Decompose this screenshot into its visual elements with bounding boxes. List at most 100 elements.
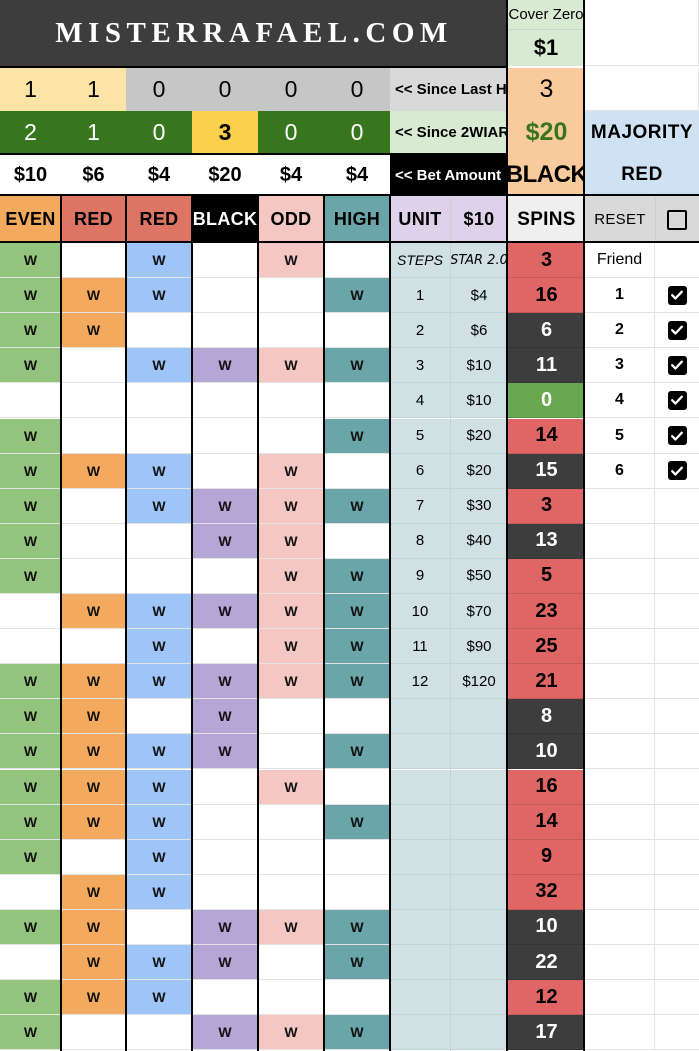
win-cell-red-2-row-5[interactable] [126, 418, 192, 454]
win-cell-black-row-14[interactable]: W [192, 734, 258, 770]
win-cell-odd-row-0[interactable]: W [258, 243, 324, 279]
bet-amount-cell-0[interactable]: $10 [0, 154, 61, 196]
win-cell-red-1-row-1[interactable]: W [61, 278, 126, 314]
win-cell-red-2-row-14[interactable]: W [126, 734, 192, 770]
win-cell-even-row-4[interactable] [0, 383, 61, 419]
win-cell-red-2-row-13[interactable] [126, 699, 192, 735]
win-cell-red-1-row-7[interactable] [61, 488, 126, 524]
win-cell-high-row-14[interactable]: W [324, 734, 390, 770]
win-cell-black-row-0[interactable] [192, 243, 258, 279]
friend-cell-row-22[interactable] [585, 1015, 655, 1051]
win-cell-high-row-0[interactable] [324, 243, 390, 279]
win-cell-red-2-row-22[interactable] [126, 1015, 192, 1051]
spin-result-row-14[interactable]: 10 [508, 734, 585, 770]
spin-result-row-1[interactable]: 16 [508, 278, 585, 314]
spin-result-row-7[interactable]: 3 [508, 488, 585, 524]
win-cell-black-row-1[interactable] [192, 278, 258, 314]
cover-zero-value[interactable]: $1 [508, 30, 585, 66]
spin-result-row-22[interactable]: 17 [508, 1015, 585, 1051]
win-cell-red-2-row-7[interactable]: W [126, 488, 192, 524]
win-cell-red-2-row-6[interactable]: W [126, 453, 192, 489]
win-cell-odd-row-3[interactable]: W [258, 348, 324, 384]
win-cell-odd-row-16[interactable] [258, 804, 324, 840]
column-header-red-2[interactable]: RED [126, 196, 192, 243]
spin-result-row-8[interactable]: 13 [508, 523, 585, 559]
spin-result-row-10[interactable]: 23 [508, 594, 585, 630]
spin-result-row-0[interactable]: 3 [508, 243, 585, 279]
win-cell-red-1-row-15[interactable]: W [61, 769, 126, 805]
win-cell-black-row-6[interactable] [192, 453, 258, 489]
win-cell-even-row-5[interactable]: W [0, 418, 61, 454]
bet-amount-cell-1[interactable]: $6 [61, 154, 126, 196]
win-cell-black-row-5[interactable] [192, 418, 258, 454]
win-cell-red-1-row-17[interactable] [61, 839, 126, 875]
win-cell-black-row-12[interactable]: W [192, 664, 258, 700]
win-cell-even-row-17[interactable]: W [0, 839, 61, 875]
win-cell-high-row-5[interactable]: W [324, 418, 390, 454]
checkbox-checked-icon[interactable] [667, 285, 687, 305]
win-cell-even-row-1[interactable]: W [0, 278, 61, 314]
friend-checkbox-cell-row-5[interactable] [655, 418, 699, 454]
win-cell-red-1-row-21[interactable]: W [61, 980, 126, 1016]
friend-checkbox-cell-row-4[interactable] [655, 383, 699, 419]
win-cell-red-2-row-0[interactable]: W [126, 243, 192, 279]
friend-cell-row-4[interactable]: 4 [585, 383, 655, 419]
friend-cell-row-5[interactable]: 5 [585, 418, 655, 454]
win-cell-high-row-12[interactable]: W [324, 664, 390, 700]
friend-cell-row-12[interactable] [585, 664, 655, 700]
win-cell-black-row-16[interactable] [192, 804, 258, 840]
win-cell-even-row-15[interactable]: W [0, 769, 61, 805]
win-cell-red-1-row-5[interactable] [61, 418, 126, 454]
win-cell-red-1-row-13[interactable]: W [61, 699, 126, 735]
win-cell-odd-row-18[interactable] [258, 874, 324, 910]
friend-cell-row-20[interactable] [585, 945, 655, 981]
friend-cell-row-16[interactable] [585, 804, 655, 840]
win-cell-black-row-8[interactable]: W [192, 523, 258, 559]
friend-cell-row-15[interactable] [585, 769, 655, 805]
win-cell-black-row-4[interactable] [192, 383, 258, 419]
friend-cell-row-17[interactable] [585, 839, 655, 875]
column-header-black[interactable]: BLACK [192, 196, 258, 243]
spin-result-row-11[interactable]: 25 [508, 629, 585, 665]
win-cell-high-row-21[interactable] [324, 980, 390, 1016]
friend-cell-row-21[interactable] [585, 980, 655, 1016]
spin-result-row-2[interactable]: 6 [508, 313, 585, 349]
checkbox-checked-icon[interactable] [667, 461, 687, 481]
win-cell-even-row-20[interactable] [0, 945, 61, 981]
spin-result-row-3[interactable]: 11 [508, 348, 585, 384]
win-cell-black-row-15[interactable] [192, 769, 258, 805]
win-cell-odd-row-4[interactable] [258, 383, 324, 419]
win-cell-even-row-6[interactable]: W [0, 453, 61, 489]
spin-result-row-4[interactable]: 0 [508, 383, 585, 419]
win-cell-red-2-row-18[interactable]: W [126, 874, 192, 910]
win-cell-high-row-19[interactable]: W [324, 909, 390, 945]
win-cell-odd-row-6[interactable]: W [258, 453, 324, 489]
win-cell-red-1-row-20[interactable]: W [61, 945, 126, 981]
friend-cell-row-0[interactable]: Friend [585, 243, 655, 279]
spin-result-row-5[interactable]: 14 [508, 418, 585, 454]
friend-cell-row-19[interactable] [585, 909, 655, 945]
friend-cell-row-1[interactable]: 1 [585, 278, 655, 314]
spin-result-row-6[interactable]: 15 [508, 453, 585, 489]
bet-amount-cell-3[interactable]: $20 [192, 154, 258, 196]
spin-result-row-12[interactable]: 21 [508, 664, 585, 700]
win-cell-black-row-10[interactable]: W [192, 594, 258, 630]
reset-checkbox-cell[interactable] [655, 196, 699, 243]
win-cell-even-row-22[interactable]: W [0, 1015, 61, 1051]
win-cell-high-row-1[interactable]: W [324, 278, 390, 314]
win-cell-odd-row-7[interactable]: W [258, 488, 324, 524]
win-cell-even-row-10[interactable] [0, 594, 61, 630]
column-header-odd[interactable]: ODD [258, 196, 324, 243]
checkbox-checked-icon[interactable] [667, 355, 687, 375]
checkbox-checked-icon[interactable] [667, 426, 687, 446]
win-cell-black-row-7[interactable]: W [192, 488, 258, 524]
win-cell-odd-row-5[interactable] [258, 418, 324, 454]
win-cell-black-row-21[interactable] [192, 980, 258, 1016]
win-cell-even-row-18[interactable] [0, 874, 61, 910]
checkbox-unchecked-icon[interactable] [667, 209, 687, 230]
checkbox-checked-icon[interactable] [667, 390, 687, 410]
win-cell-red-1-row-11[interactable] [61, 629, 126, 665]
win-cell-red-2-row-4[interactable] [126, 383, 192, 419]
column-header-red-1[interactable]: RED [61, 196, 126, 243]
win-cell-high-row-20[interactable]: W [324, 945, 390, 981]
